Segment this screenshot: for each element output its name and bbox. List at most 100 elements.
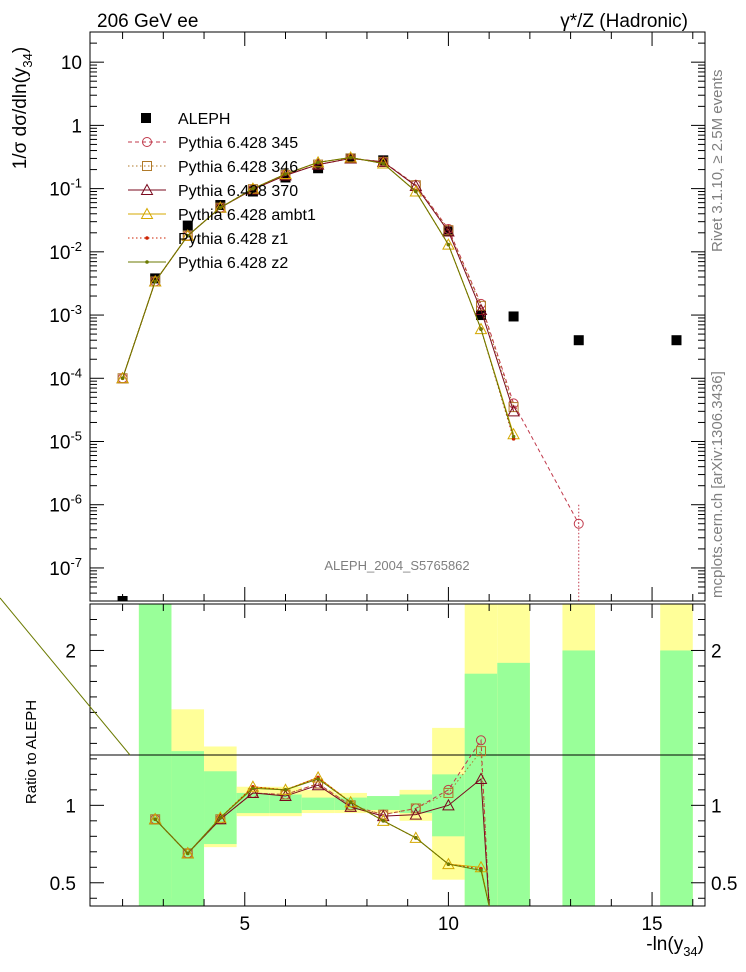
series-point — [213, 201, 227, 213]
series-point — [251, 186, 255, 191]
green-band — [660, 650, 693, 906]
ratio-y-axis-label: Ratio to ALEPH — [23, 700, 40, 804]
series-point — [344, 151, 358, 163]
aleph-data-point — [150, 273, 161, 284]
legend-marker — [145, 260, 149, 264]
ratio-series-point — [446, 862, 451, 866]
ratio-series-point — [475, 735, 486, 746]
x-tick-labels: 5 10 15 — [239, 914, 662, 935]
ratio-series-point — [348, 800, 353, 805]
main-plot-frame — [89, 31, 706, 602]
green-band — [301, 797, 335, 810]
ratio-series-point — [475, 746, 486, 757]
ratio-series-point — [185, 851, 190, 856]
series-point — [376, 155, 390, 167]
ratio-series-point — [213, 811, 227, 823]
main-y-tick-label: 10-2 — [49, 239, 82, 264]
rivet-version-note: Rivet 3.1.10, ≥ 2.5M events — [709, 70, 726, 253]
main-y-tick-label: 10-5 — [49, 428, 82, 453]
ratio-series-point — [409, 831, 423, 843]
header-left: 206 GeV ee — [97, 11, 198, 32]
ratio-y-tick-label-left: 2 — [65, 641, 76, 662]
series-point — [316, 160, 320, 165]
series-point — [153, 279, 157, 284]
series-point — [381, 161, 386, 166]
ratio-series-point — [442, 798, 455, 811]
legend-marker — [142, 161, 152, 171]
main-series — [116, 151, 682, 601]
series-point — [409, 184, 423, 197]
series-point — [507, 404, 520, 417]
aleph-data-point — [508, 311, 519, 322]
series-point — [116, 371, 129, 384]
legend-marker — [142, 137, 152, 147]
series-point — [120, 376, 125, 381]
ratio-series-point — [218, 815, 223, 820]
series-point — [148, 274, 162, 287]
green-band — [269, 794, 302, 814]
aleph-data-point — [475, 310, 486, 321]
ratio-series-point — [479, 868, 483, 873]
main-y-tick-label: 10-3 — [49, 302, 82, 327]
ratio-series-point — [311, 778, 325, 791]
ratio-y-tick-label-left: 0.5 — [50, 874, 76, 895]
ratio-series-point — [474, 772, 488, 785]
legend-label: Pythia 6.428 370 — [178, 183, 298, 200]
series-point — [185, 233, 190, 238]
ratio-series-point — [381, 819, 386, 823]
ratio-series-point — [246, 786, 260, 798]
ratio-series-point — [246, 780, 260, 792]
legend-marker — [140, 183, 154, 195]
series-point — [442, 224, 455, 237]
main-y-tick-label: 10-1 — [49, 176, 82, 201]
ratio-y-tick-label-right: 2 — [711, 641, 722, 662]
ratio-series-point — [344, 795, 358, 808]
ratio-series-point — [279, 789, 292, 802]
x-tick-label: 5 — [239, 914, 250, 935]
ratio-series-point — [410, 803, 421, 814]
ratio-series-line — [154, 778, 490, 906]
green-band — [236, 792, 270, 814]
aleph-data-point — [671, 335, 682, 346]
series-point — [442, 238, 455, 250]
ratio-series — [148, 735, 490, 906]
green-band — [366, 796, 400, 810]
green-band — [171, 751, 205, 906]
ratio-series-line — [154, 776, 490, 906]
ratio-series-point — [213, 812, 227, 825]
main-y-tick-label: 10 — [61, 53, 82, 74]
ratio-series-point — [442, 857, 455, 870]
series-point — [218, 205, 223, 210]
ratio-y-tick-label-left: 1 — [65, 796, 76, 817]
series-point — [283, 172, 288, 176]
ratio-y-tick-label-right: 0.5 — [711, 874, 737, 895]
legend-label: Pythia 6.428 z2 — [178, 255, 288, 272]
series-point — [479, 327, 483, 331]
mcplots-reference: mcplots.cern.ch [arXiv:1306.3436] — [709, 371, 726, 598]
series-point — [348, 155, 353, 160]
legend-label: ALEPH — [178, 111, 230, 128]
aleph-data-point — [573, 335, 584, 346]
aleph-data-point — [215, 200, 226, 211]
legend-label: Pythia 6.428 z1 — [178, 231, 288, 248]
x-tick-label: 15 — [641, 914, 662, 935]
aleph-data-point — [280, 172, 291, 183]
ratio-series-point — [181, 846, 195, 859]
ratio-series-point — [153, 817, 157, 822]
series-point — [446, 242, 451, 247]
series-point — [508, 402, 519, 413]
legend-marker — [141, 113, 151, 123]
ratio-series-point — [283, 788, 288, 792]
main-y-tick-label: 1 — [71, 116, 82, 137]
ratio-series-line — [154, 778, 490, 906]
legend-label: Pythia 6.428 346 — [178, 159, 298, 176]
legend-label: Pythia 6.428 345 — [178, 135, 298, 152]
legend-marker — [145, 236, 149, 240]
ratio-series-point — [251, 786, 255, 791]
aleph-data-point — [378, 155, 389, 166]
aleph-data-point — [313, 163, 324, 174]
series-point — [511, 434, 516, 439]
ratio-series-point — [376, 814, 390, 826]
series-point — [246, 182, 260, 194]
